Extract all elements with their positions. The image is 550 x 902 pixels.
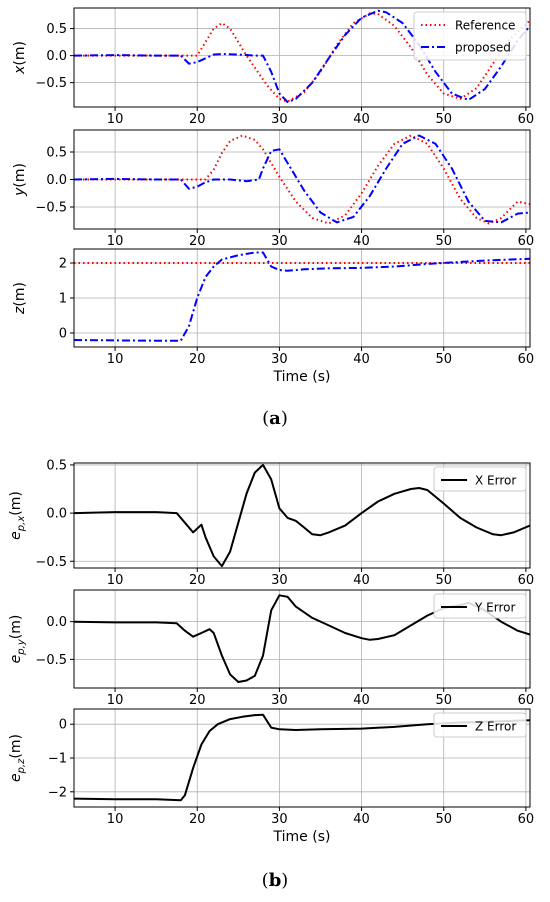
y-axis-label: ep,x(m) [8, 491, 27, 540]
x-tick-label: 50 [435, 693, 452, 708]
y-tick-label: 0.0 [46, 507, 67, 522]
panel-6: 10 20 30 40 50 60 −2 −1 0 ep,z(m) Time (s) Z Error [8, 708, 535, 845]
legend-label: Y Error [474, 601, 515, 615]
y-tick-label: −0.5 [35, 653, 67, 668]
x-tick-label: 50 [435, 352, 452, 367]
x-tick-label: 40 [353, 352, 370, 367]
y-tick-label: −0.5 [35, 555, 67, 570]
y-tick-label: 2 [59, 257, 67, 272]
legend-label: Reference [455, 19, 515, 33]
x-tick-label: 20 [189, 112, 206, 127]
y-tick-label: 0.5 [46, 22, 67, 37]
x-axis-label: Time (s) [273, 369, 331, 385]
panel-3: 10 20 30 40 50 60 0 1 2 z(m) Time (s) [12, 248, 535, 385]
x-tick-label: 10 [107, 352, 124, 367]
y-tick-label: 0.0 [46, 49, 67, 64]
y-tick-label: 0.0 [46, 615, 67, 630]
legend-label: Z Error [475, 720, 516, 734]
caption-a: (a) [262, 408, 288, 429]
x-tick-label: 50 [435, 234, 452, 249]
y-tick-label: −0.5 [35, 201, 67, 216]
y-tick-label: 1 [59, 292, 67, 307]
x-tick-label: 60 [518, 234, 535, 249]
y-axis-label: ep,z(m) [8, 734, 27, 782]
x-tick-label: 60 [518, 573, 535, 588]
x-tick-label: 20 [189, 352, 206, 367]
x-tick-label: 30 [271, 693, 288, 708]
x-tick-label: 40 [353, 693, 370, 708]
panel-1: 10 20 30 40 50 60 −0.5 0.0 0.5 x(m) Reference propo… [12, 7, 535, 127]
x-tick-label: 30 [271, 234, 288, 249]
legend-label: proposed [455, 41, 511, 55]
series-line-proposed [74, 251, 530, 342]
y-tick-label: 0.5 [46, 458, 67, 473]
x-tick-label: 10 [107, 112, 124, 127]
legend-label: X Error [475, 474, 516, 488]
legend-box [433, 712, 527, 738]
x-axis-label: Time (s) [273, 829, 331, 845]
x-tick-label: 40 [353, 573, 370, 588]
y-tick-label: 0 [59, 718, 67, 733]
x-tick-label: 10 [107, 812, 124, 827]
x-tick-label: 20 [189, 693, 206, 708]
panel-2: 10 20 30 40 50 60 −0.5 0.0 0.5 y(m) [12, 129, 535, 249]
series-line-proposed [74, 134, 530, 224]
axes-frame [73, 462, 531, 569]
y-tick-label: −1 [48, 752, 67, 767]
x-tick-label: 60 [518, 112, 535, 127]
y-axis-label: y(m) [12, 163, 28, 197]
x-tick-label: 20 [189, 234, 206, 249]
y-axis-label: ep,y(m) [8, 615, 27, 664]
x-tick-label: 40 [353, 234, 370, 249]
legend-box [433, 593, 527, 619]
panel-4: 10 20 30 40 50 60 −0.5 0.0 0.5 ep,x(m) X Error [8, 458, 534, 588]
x-tick-label: 40 [353, 112, 370, 127]
y-tick-label: −0.5 [35, 76, 67, 91]
x-tick-label: 60 [518, 693, 535, 708]
x-tick-label: 60 [518, 812, 535, 827]
y-tick-label: −2 [48, 785, 67, 800]
x-tick-label: 20 [189, 812, 206, 827]
series-line-proposed [74, 9, 530, 104]
x-tick-label: 10 [107, 693, 124, 708]
y-tick-label: 0.0 [46, 173, 67, 188]
series-line-x-error [74, 463, 530, 568]
x-tick-label: 60 [518, 352, 535, 367]
x-tick-label: 30 [271, 573, 288, 588]
y-axis-label: x(m) [12, 41, 28, 75]
y-tick-label: 0 [59, 327, 67, 342]
x-tick-label: 30 [271, 812, 288, 827]
x-tick-label: 30 [271, 112, 288, 127]
x-tick-label: 50 [435, 112, 452, 127]
x-tick-label: 50 [435, 812, 452, 827]
caption-b: (b) [261, 870, 289, 891]
axes-frame [73, 7, 531, 108]
series-line-reference [74, 134, 530, 225]
axes-frame [73, 589, 531, 689]
x-tick-label: 50 [435, 573, 452, 588]
x-tick-label: 40 [353, 812, 370, 827]
y-axis-label: z(m) [12, 282, 28, 315]
x-tick-label: 10 [107, 573, 124, 588]
series-line-z-error [74, 713, 530, 802]
x-tick-label: 30 [271, 352, 288, 367]
legend-box [433, 466, 527, 492]
x-tick-label: 20 [189, 573, 206, 588]
y-tick-label: 0.5 [46, 146, 67, 161]
x-tick-label: 10 [107, 234, 124, 249]
panel-5: 10 20 30 40 50 60 −0.5 0.0 ep,y(m) Y Error [8, 589, 535, 708]
